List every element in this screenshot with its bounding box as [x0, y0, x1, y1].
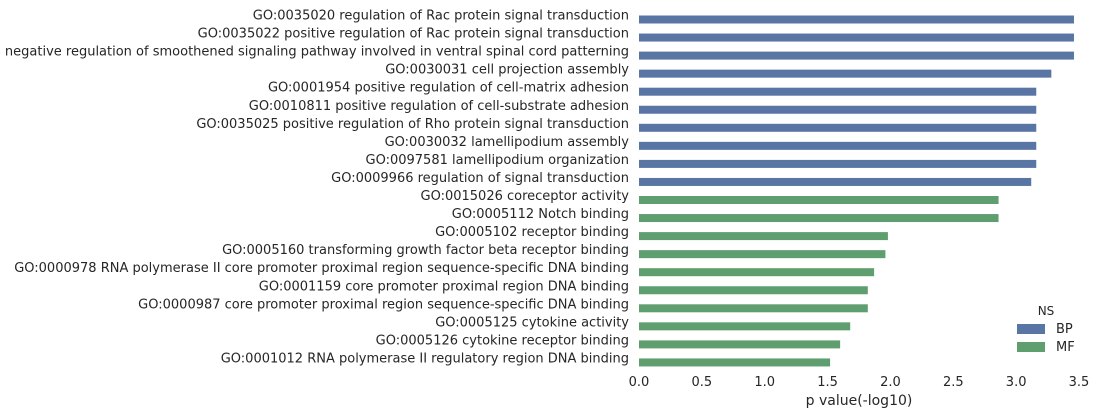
legend-swatch [1017, 324, 1045, 334]
category-label: GO:0035022 positive regulation of Rac pr… [198, 27, 629, 42]
bar-10 [639, 177, 1032, 186]
bar-20 [639, 358, 831, 367]
bar-6 [639, 105, 1037, 114]
category-label: GO:0021914 negative regulation of smooth… [0, 45, 629, 60]
x-tick-label: 2.0 [880, 375, 901, 390]
category-label: GO:0001159 core promoter proximal region… [259, 279, 629, 294]
bar-12 [639, 214, 999, 223]
x-tick-label: 1.5 [817, 375, 838, 390]
category-label: GO:0001012 RNA polymerase II regulatory … [221, 351, 629, 366]
legend: NS BP MF [1017, 304, 1075, 355]
bar-17 [639, 304, 868, 313]
x-tick-label: 0.5 [692, 375, 713, 390]
category-label: GO:0030031 cell projection assembly [385, 63, 629, 78]
bar-1 [639, 15, 1074, 24]
x-tick-label: 3.5 [1069, 375, 1090, 390]
bar-13 [639, 232, 888, 241]
bar-8 [639, 141, 1037, 150]
category-label: GO:0005126 cytokine receptor binding [376, 333, 629, 348]
x-tick-label: 2.5 [943, 375, 964, 390]
category-label: GO:0097581 lamellipodium organization [366, 153, 630, 168]
category-label: GO:0005160 transforming growth factor be… [222, 243, 629, 258]
category-label: GO:0000978 RNA polymerase II core promot… [14, 261, 629, 276]
category-label: GO:0035025 positive regulation of Rho pr… [196, 117, 629, 132]
bar-16 [639, 286, 868, 295]
legend-label: MF [1056, 340, 1075, 355]
category-label: GO:0030032 lamellipodium assembly [385, 135, 630, 150]
bar-18 [639, 322, 851, 331]
category-label: GO:0005125 cytokine activity [435, 315, 629, 330]
legend-label: BP [1056, 322, 1073, 337]
bar-7 [639, 123, 1037, 132]
bar-9 [639, 159, 1037, 168]
x-tick-label: 3.0 [1006, 375, 1027, 390]
category-label: GO:0035020 regulation of Rac protein sig… [253, 9, 629, 24]
legend-title: NS [1038, 304, 1055, 318]
category-label: GO:0005112 Notch binding [452, 207, 629, 222]
bar-11 [639, 196, 999, 204]
category-label: GO:0015026 coreceptor activity [421, 189, 630, 204]
bar-4 [639, 69, 1052, 78]
category-label: GO:0009966 regulation of signal transduc… [331, 171, 629, 186]
x-tick-label: 0.0 [629, 375, 650, 390]
x-tick-label: 1.0 [754, 375, 775, 390]
legend-swatch [1017, 342, 1045, 352]
bar-14 [639, 250, 886, 259]
bar-3 [639, 51, 1074, 60]
category-label: GO:0010811 positive regulation of cell-s… [249, 99, 629, 114]
bar-5 [639, 87, 1037, 96]
category-label: GO:0001954 positive regulation of cell-m… [268, 81, 629, 96]
bar-15 [639, 268, 875, 277]
bar-19 [639, 340, 841, 349]
bar-2 [639, 33, 1074, 42]
category-label: GO:0000987 core promoter proximal region… [138, 297, 629, 312]
x-axis-ticks-group: 0.0 0.5 1.0 1.5 2.0 2.5 3.0 3.5 [629, 375, 1090, 390]
x-axis-title: p value(-log10) [806, 393, 913, 409]
category-label: GO:0005102 receptor binding [435, 225, 629, 240]
bars-group [639, 15, 1074, 367]
category-labels-group: GO:0035020 regulation of Rac protein sig… [0, 9, 629, 367]
